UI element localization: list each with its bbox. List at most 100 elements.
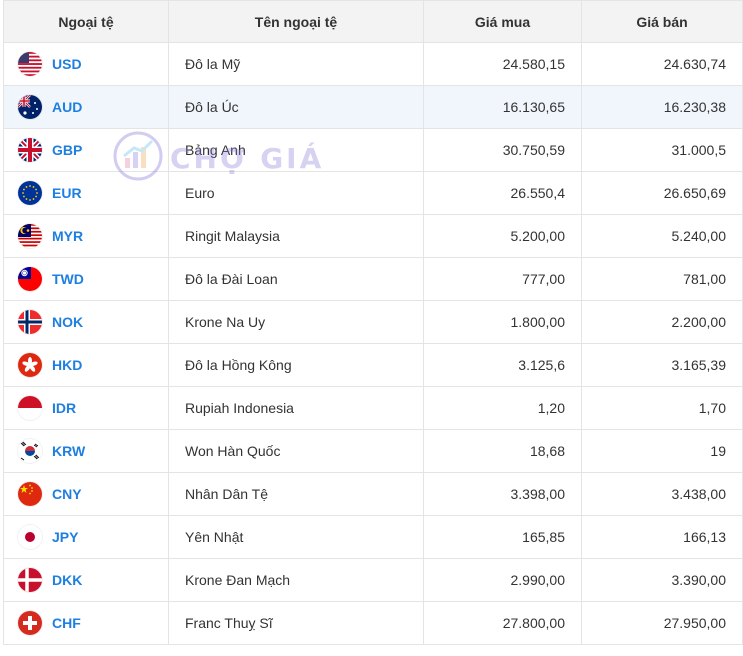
table-row[interactable]: CNY Nhân Dân Tệ 3.398,00 3.438,00	[3, 472, 743, 516]
my-flag-icon	[18, 224, 42, 248]
header-name[interactable]: Tên ngoại tệ	[168, 0, 424, 43]
currency-code-link[interactable]: GBP	[52, 142, 83, 158]
ch-flag-icon	[18, 611, 42, 635]
currency-name: Đô la Hồng Kông	[168, 343, 424, 387]
sell-price: 26.650,69	[581, 171, 743, 215]
currency-code-cell: KRW	[3, 429, 169, 473]
currency-code-link[interactable]: MYR	[52, 228, 84, 244]
cn-flag-icon	[18, 482, 42, 506]
currency-name: Krone Na Uy	[168, 300, 424, 344]
table-row[interactable]: TWD Đô la Đài Loan 777,00 781,00	[3, 257, 743, 301]
buy-price: 18,68	[423, 429, 582, 473]
currency-code-cell: CHF	[3, 601, 169, 645]
currency-code-link[interactable]: CHF	[52, 615, 81, 631]
currency-code-link[interactable]: DKK	[52, 572, 83, 588]
currency-code-cell: TWD	[3, 257, 169, 301]
header-code[interactable]: Ngoại tệ	[3, 0, 169, 43]
exchange-rate-table: Ngoại tệ Tên ngoại tệ Giá mua Giá bán US…	[3, 0, 743, 645]
sell-price: 166,13	[581, 515, 743, 559]
table-row[interactable]: DKK Krone Đan Mạch 2.990,00 3.390,00	[3, 558, 743, 602]
currency-name: Bảng Anh	[168, 128, 424, 172]
sell-price: 5.240,00	[581, 214, 743, 258]
currency-name: Nhân Dân Tệ	[168, 472, 424, 516]
hk-flag-icon	[18, 353, 42, 377]
currency-code-link[interactable]: AUD	[52, 99, 83, 115]
table-row[interactable]: KRW Won Hàn Quốc 18,68 19	[3, 429, 743, 473]
sell-price: 16.230,38	[581, 85, 743, 129]
sell-price: 3.390,00	[581, 558, 743, 602]
currency-code-cell: GBP	[3, 128, 169, 172]
no-flag-icon	[18, 310, 42, 334]
sell-price: 3.438,00	[581, 472, 743, 516]
currency-code-link[interactable]: HKD	[52, 357, 83, 373]
gb-flag-icon	[18, 138, 42, 162]
currency-name: Euro	[168, 171, 424, 215]
currency-name: Yên Nhật	[168, 515, 424, 559]
sell-price: 781,00	[581, 257, 743, 301]
header-buy[interactable]: Giá mua	[423, 0, 582, 43]
table-row[interactable]: CHF Franc Thuỵ Sĩ 27.800,00 27.950,00	[3, 601, 743, 645]
buy-price: 16.130,65	[423, 85, 582, 129]
sell-price: 1,70	[581, 386, 743, 430]
table-row[interactable]: JPY Yên Nhật 165,85 166,13	[3, 515, 743, 559]
currency-name: Rupiah Indonesia	[168, 386, 424, 430]
currency-name: Đô la Mỹ	[168, 42, 424, 86]
table-row[interactable]: USD Đô la Mỹ 24.580,15 24.630,74	[3, 42, 743, 86]
table-row[interactable]: HKD Đô la Hồng Kông 3.125,6 3.165,39	[3, 343, 743, 387]
buy-price: 24.580,15	[423, 42, 582, 86]
currency-code-cell: CNY	[3, 472, 169, 516]
buy-price: 1,20	[423, 386, 582, 430]
buy-price: 5.200,00	[423, 214, 582, 258]
currency-name: Đô la Đài Loan	[168, 257, 424, 301]
currency-name: Krone Đan Mạch	[168, 558, 424, 602]
table-header-row: Ngoại tệ Tên ngoại tệ Giá mua Giá bán	[3, 0, 743, 43]
currency-code-link[interactable]: EUR	[52, 185, 82, 201]
buy-price: 26.550,4	[423, 171, 582, 215]
sell-price: 2.200,00	[581, 300, 743, 344]
eu-flag-icon	[18, 181, 42, 205]
currency-code-link[interactable]: NOK	[52, 314, 84, 330]
au-flag-icon	[18, 95, 42, 119]
buy-price: 27.800,00	[423, 601, 582, 645]
currency-code-cell: DKK	[3, 558, 169, 602]
kr-flag-icon	[18, 439, 42, 463]
table-row[interactable]: AUD Đô la Úc 16.130,65 16.230,38	[3, 85, 743, 129]
currency-code-cell: USD	[3, 42, 169, 86]
sell-price: 24.630,74	[581, 42, 743, 86]
currency-code-link[interactable]: USD	[52, 56, 82, 72]
table-row[interactable]: EUR Euro 26.550,4 26.650,69	[3, 171, 743, 215]
currency-code-cell: IDR	[3, 386, 169, 430]
tw-flag-icon	[18, 267, 42, 291]
currency-code-link[interactable]: KRW	[52, 443, 86, 459]
table-row[interactable]: IDR Rupiah Indonesia 1,20 1,70	[3, 386, 743, 430]
dk-flag-icon	[18, 568, 42, 592]
currency-code-link[interactable]: CNY	[52, 486, 82, 502]
currency-code-link[interactable]: IDR	[52, 400, 77, 416]
header-sell[interactable]: Giá bán	[581, 0, 743, 43]
table-row[interactable]: MYR Ringit Malaysia 5.200,00 5.240,00	[3, 214, 743, 258]
sell-price: 27.950,00	[581, 601, 743, 645]
buy-price: 3.398,00	[423, 472, 582, 516]
buy-price: 1.800,00	[423, 300, 582, 344]
currency-code-cell: EUR	[3, 171, 169, 215]
sell-price: 19	[581, 429, 743, 473]
currency-name: Franc Thuỵ Sĩ	[168, 601, 424, 645]
buy-price: 777,00	[423, 257, 582, 301]
currency-code-link[interactable]: TWD	[52, 271, 84, 287]
currency-code-cell: NOK	[3, 300, 169, 344]
currency-code-cell: MYR	[3, 214, 169, 258]
buy-price: 2.990,00	[423, 558, 582, 602]
jp-flag-icon	[18, 525, 42, 549]
currency-code-cell: HKD	[3, 343, 169, 387]
buy-price: 165,85	[423, 515, 582, 559]
sell-price: 31.000,5	[581, 128, 743, 172]
currency-name: Won Hàn Quốc	[168, 429, 424, 473]
id-flag-icon	[18, 396, 42, 420]
us-flag-icon	[18, 52, 42, 76]
currency-code-cell: JPY	[3, 515, 169, 559]
currency-code-link[interactable]: JPY	[52, 529, 79, 545]
table-row[interactable]: NOK Krone Na Uy 1.800,00 2.200,00	[3, 300, 743, 344]
currency-name: Ringit Malaysia	[168, 214, 424, 258]
table-row[interactable]: GBP Bảng Anh 30.750,59 31.000,5	[3, 128, 743, 172]
sell-price: 3.165,39	[581, 343, 743, 387]
